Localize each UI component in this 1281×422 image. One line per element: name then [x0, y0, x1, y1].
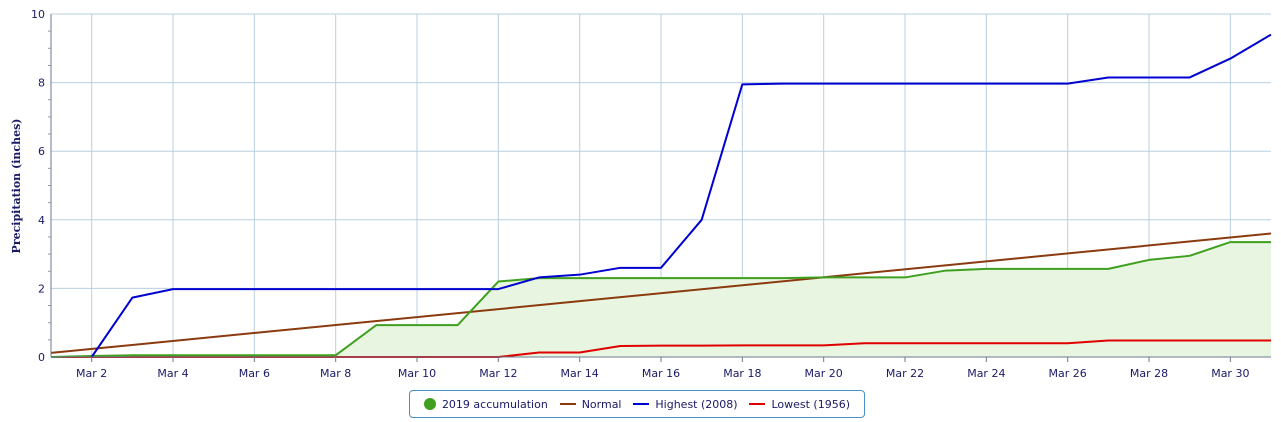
x-tick-label: Mar 10 — [398, 367, 436, 380]
y-tick-label: 6 — [38, 145, 45, 158]
series-lines — [50, 33, 1272, 358]
legend-label: Highest (2008) — [655, 397, 738, 411]
legend-label: Normal — [581, 397, 622, 411]
series-line-2019-accumulation — [50, 241, 1271, 358]
x-tick-label: Mar 16 — [642, 367, 680, 380]
x-tick-label: Mar 12 — [479, 367, 517, 380]
legend-item-highest-2008[interactable]: Highest (2008) — [633, 397, 738, 411]
legend: 2019 accumulation Normal Highest (2008) … — [409, 390, 865, 418]
x-tick-label: Mar 26 — [1049, 367, 1087, 380]
x-tick-label: Mar 28 — [1130, 367, 1168, 380]
accumulation-area — [51, 242, 1271, 357]
x-tick-label: Mar 2 — [76, 367, 107, 380]
legend-label: Lowest (1956) — [771, 397, 850, 411]
y-axis-title: Precipitation (inches) — [10, 119, 23, 254]
y-tick-label: 0 — [38, 351, 45, 364]
line-marker-icon — [559, 403, 576, 405]
legend-item-2019-accumulation[interactable]: 2019 accumulation — [423, 397, 548, 411]
x-tick-label: Mar 18 — [723, 367, 761, 380]
x-tick-label: Mar 6 — [239, 367, 270, 380]
precipitation-chart: Mar 2 Mar 4 Mar 6 Mar 8 Mar 10 Mar 12 Mar 14 Ma… — [10, 8, 1272, 380]
accumulation-area-fill — [51, 242, 1271, 357]
y-tick-label: 2 — [38, 282, 45, 295]
y-axis-ticks: 0 2 4 6 8 10 — [31, 8, 51, 364]
series-line-highest-2008 — [90, 33, 1272, 358]
x-tick-label: Mar 24 — [967, 367, 1005, 380]
y-tick-label: 4 — [38, 214, 45, 227]
series-line-normal — [50, 232, 1272, 354]
legend-item-normal[interactable]: Normal — [559, 397, 622, 411]
circle-marker-icon — [423, 398, 436, 410]
x-tick-label: Mar 22 — [886, 367, 924, 380]
line-marker-icon — [749, 403, 766, 405]
y-tick-label: 10 — [31, 8, 45, 21]
legend-label: 2019 accumulation — [441, 397, 548, 411]
x-tick-label: Mar 8 — [320, 367, 351, 380]
x-tick-label: Mar 14 — [561, 367, 599, 380]
x-axis-ticks: Mar 2 Mar 4 Mar 6 Mar 8 Mar 10 Mar 12 Mar 14 Ma… — [76, 357, 1249, 380]
line-marker-icon — [633, 403, 650, 405]
legend-item-lowest-1956[interactable]: Lowest (1956) — [749, 398, 850, 411]
y-tick-label: 8 — [38, 77, 45, 90]
x-tick-label: Mar 20 — [805, 367, 843, 380]
x-tick-label: Mar 4 — [157, 367, 188, 380]
x-tick-label: Mar 30 — [1211, 367, 1249, 380]
